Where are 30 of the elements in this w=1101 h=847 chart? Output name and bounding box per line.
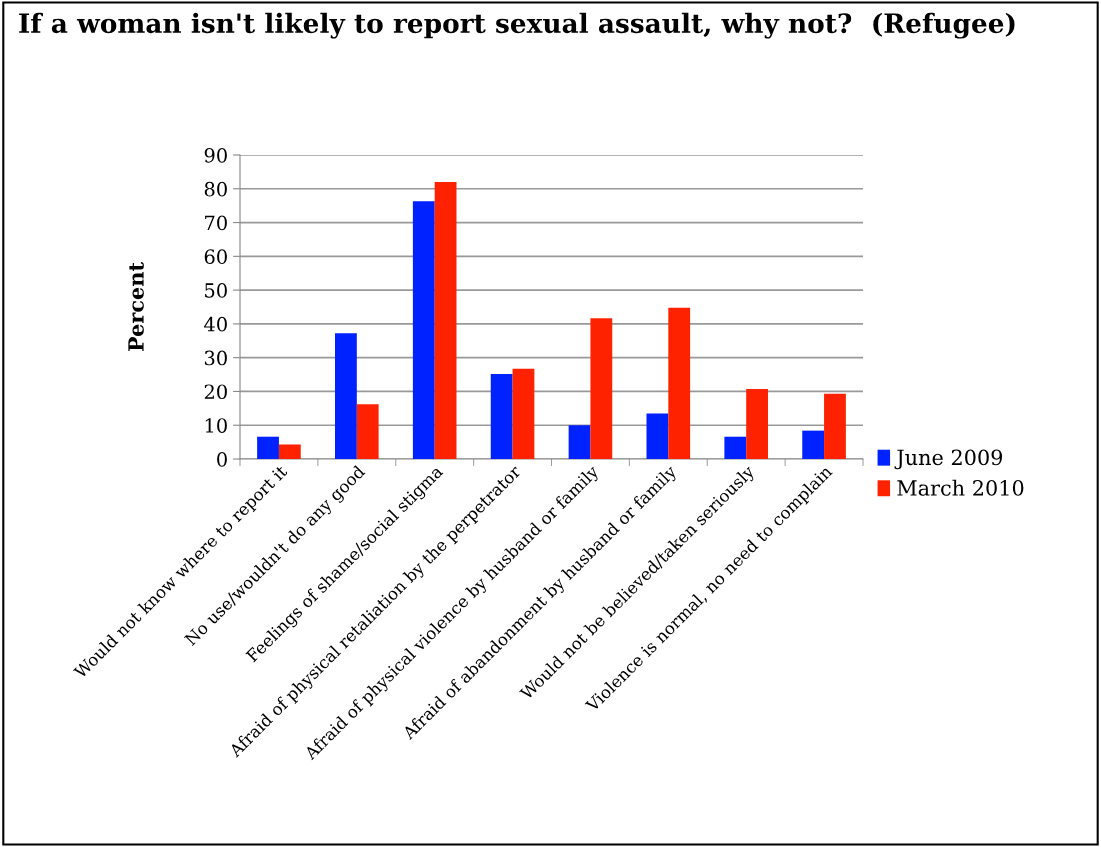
bar <box>746 389 768 459</box>
bar <box>668 307 691 459</box>
y-axis-title: Percent <box>128 262 144 352</box>
bar <box>335 333 357 459</box>
y-tick-label: 90 <box>204 147 227 163</box>
legend-label: June 2009 <box>894 449 1003 470</box>
bar <box>257 436 279 459</box>
y-tick-label: 20 <box>204 384 227 400</box>
y-tick-label: 0 <box>217 451 227 467</box>
y-tick-label: 80 <box>204 181 227 197</box>
bar <box>824 393 846 459</box>
y-tick-label: 60 <box>204 249 227 264</box>
bar <box>590 318 613 459</box>
bar <box>646 413 669 459</box>
y-tick-label: 40 <box>204 316 227 332</box>
y-tick-label: 30 <box>204 350 227 366</box>
legend-label: March 2010 <box>897 479 1024 496</box>
bar <box>412 201 435 459</box>
bar <box>356 404 379 459</box>
bar <box>278 444 301 459</box>
bar <box>568 425 591 459</box>
y-tick-label: 50 <box>205 283 227 298</box>
bar <box>724 436 747 459</box>
bar <box>490 373 513 459</box>
bar <box>434 182 457 459</box>
y-tick-label: 70 <box>205 215 227 231</box>
bar <box>802 430 825 459</box>
bar <box>512 368 535 459</box>
y-tick-label: 10 <box>205 418 227 433</box>
chart-title: If a woman isn't likely to report sexual assault, why not? (Refugee) <box>19 12 1015 39</box>
